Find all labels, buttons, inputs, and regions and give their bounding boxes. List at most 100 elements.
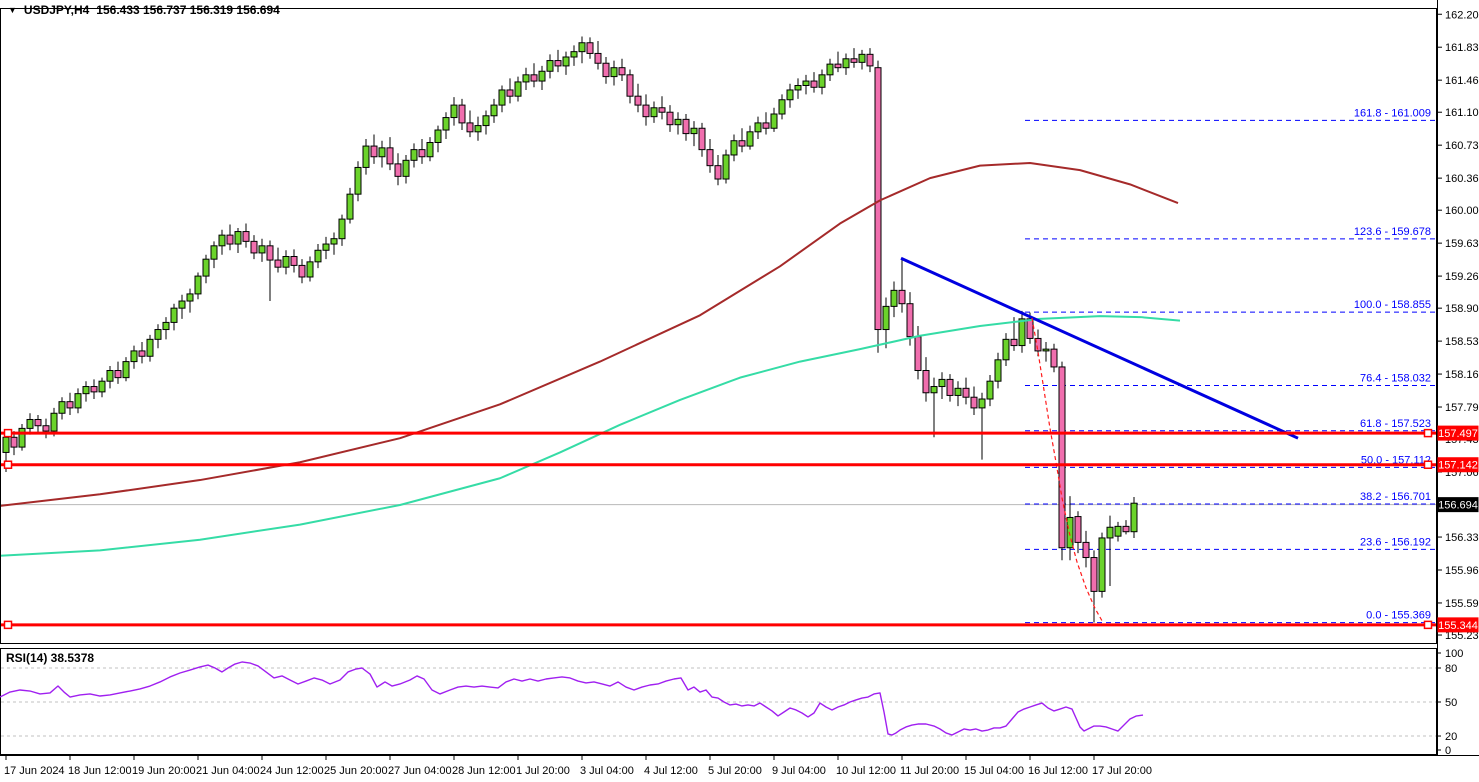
bear-candle-body	[618, 67, 626, 76]
price-badge	[1437, 425, 1479, 441]
bear-candle-body	[962, 387, 970, 398]
bull-candle-body	[890, 289, 898, 307]
symbol-dropdown-icon[interactable]: ▼	[8, 5, 17, 15]
fib-level-label: 23.6 - 156.192	[1360, 536, 1431, 548]
bull-candle-body	[18, 427, 26, 448]
bull-candle-body	[402, 159, 410, 177]
bear-candle-body	[738, 140, 746, 147]
fibonacci-retracement[interactable]: 161.8 - 161.009 123.6 - 159.678 100.0 - 15…	[1025, 107, 1436, 624]
bear-candle-body	[866, 53, 874, 67]
bear-candle-body	[898, 289, 906, 305]
price-tick-label: 161.100	[1445, 107, 1479, 119]
bull-candle-body	[578, 42, 586, 53]
projection-dashed-line[interactable]	[1031, 317, 1103, 622]
bull-candle-body	[794, 85, 802, 91]
line-anchor-handle[interactable]	[3, 428, 13, 438]
line-anchor-handle[interactable]	[1423, 428, 1433, 438]
bull-candle-body	[122, 361, 130, 379]
bull-candle-body	[410, 149, 418, 161]
bull-candle-body	[178, 300, 186, 309]
rsi-tick-label: 20	[1445, 731, 1457, 743]
bull-candle-body	[354, 166, 362, 195]
bull-candle-body	[858, 53, 866, 63]
symbol-period-label: USDJPY,H4	[23, 3, 90, 17]
fib-level-label: 123.6 - 159.678	[1354, 226, 1431, 238]
slow-ma-line	[0, 161, 1179, 507]
main-pane-border	[0, 8, 1437, 644]
fast-ma-line	[0, 315, 1181, 557]
bull-candle-body	[338, 218, 346, 240]
bear-candle-body	[370, 145, 378, 158]
bear-candle-body	[634, 95, 642, 106]
bear-candle-body	[626, 74, 634, 97]
price-badge	[1437, 457, 1479, 473]
bear-candle-body	[1058, 366, 1066, 549]
bull-candle-body	[450, 104, 458, 119]
bull-candle-body	[218, 234, 226, 247]
bear-candle-body	[666, 111, 674, 126]
bear-candle-body	[642, 104, 650, 118]
descending-trendline[interactable]	[900, 256, 1299, 440]
bear-candle-body	[1034, 337, 1042, 352]
bull-candle-body	[826, 63, 834, 76]
price-tick-label: 157.790	[1445, 402, 1479, 414]
bull-candle-body	[50, 412, 58, 432]
bear-candle-body	[386, 147, 394, 165]
time-tick-label: 4 Jul 12:00	[644, 765, 698, 777]
bull-candle-body	[730, 140, 738, 156]
bull-candle-body	[1106, 526, 1114, 539]
bear-candle-body	[1026, 318, 1034, 339]
line-anchor-handle[interactable]	[1423, 460, 1433, 469]
chart-title: ▼ USDJPY,H4 156.433 156.737 156.319 156.…	[8, 3, 280, 17]
time-tick-label: 9 Jul 04:00	[772, 765, 826, 777]
bear-candle-body	[1050, 348, 1058, 368]
time-tick-label: 3 Jul 04:00	[580, 765, 634, 777]
bull-candle-body	[802, 80, 810, 87]
rsi-line	[0, 661, 1144, 736]
time-tick-label: 16 Jul 12:00	[1028, 765, 1088, 777]
bull-candle-body	[194, 275, 202, 295]
bull-candle-body	[1130, 502, 1138, 533]
bull-candle-body	[1114, 525, 1122, 537]
bear-candle-body	[250, 240, 258, 254]
bear-candle-body	[226, 234, 234, 245]
price-badge-label: 155.344	[1438, 620, 1478, 632]
line-anchor-handle[interactable]	[3, 460, 13, 469]
time-scale[interactable]: 17 Jun 2024 18 Jun 12:00 19 Jun 20:00 21 Ju…	[0, 755, 1479, 778]
line-anchor-handle[interactable]	[3, 620, 13, 630]
bear-candle-body	[66, 401, 74, 409]
bull-candle-body	[1098, 537, 1106, 592]
bull-candle-body	[170, 307, 178, 323]
price-badge-label: 157.142	[1438, 460, 1478, 472]
bear-candle-body	[138, 350, 146, 357]
bear-candle-body	[466, 122, 474, 133]
price-scale[interactable]: 162.200 161.830 161.460 161.100 160.730 160.3…	[1437, 0, 1479, 757]
time-tick-label: 27 Jun 04:00	[388, 765, 452, 777]
rsi-pane-border	[0, 648, 1437, 755]
bear-candle-body	[90, 386, 98, 393]
bear-candle-body	[714, 165, 722, 180]
fib-level-label: 61.8 - 157.523	[1360, 418, 1431, 430]
bull-candle-body	[314, 249, 322, 263]
bear-candle-body	[266, 245, 274, 261]
bull-candle-body	[514, 81, 522, 97]
bull-candle-body	[426, 142, 434, 158]
bull-candle-body	[258, 245, 266, 254]
line-anchor-handle[interactable]	[1423, 620, 1433, 630]
time-tick-label: 11 Jul 20:00	[900, 765, 959, 777]
price-tick-label: 159.630	[1445, 238, 1479, 250]
price-tick-label: 159.260	[1445, 271, 1479, 283]
price-badge-label: 157.497	[1438, 428, 1478, 440]
bull-candle-body	[130, 350, 138, 363]
price-tick-label: 155.590	[1445, 598, 1479, 610]
bull-candle-body	[234, 231, 242, 245]
price-tick-label: 158.900	[1445, 303, 1479, 315]
bull-candle-body	[882, 305, 890, 331]
rsi-tick-label: 100	[1445, 648, 1463, 660]
rsi-tick-label: 50	[1445, 697, 1457, 709]
bear-candle-body	[114, 370, 122, 379]
bull-candle-body	[546, 60, 554, 72]
time-tick-label: 28 Jun 12:00	[452, 765, 516, 777]
bull-candle-body	[1002, 338, 1010, 361]
